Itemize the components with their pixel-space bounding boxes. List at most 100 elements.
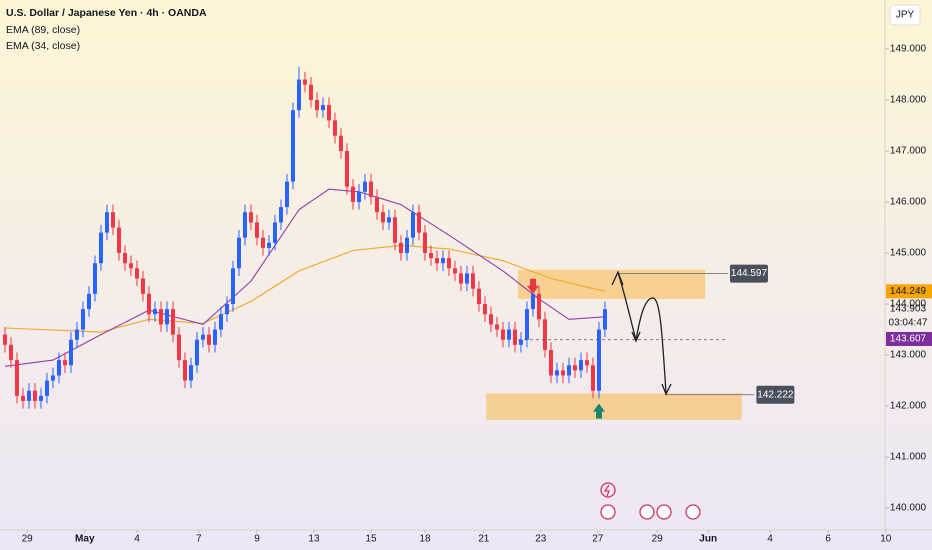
candle-body: [590, 365, 595, 391]
candle-body: [404, 237, 409, 254]
projection-arrowheads: [611, 270, 672, 396]
candle-body: [284, 181, 289, 208]
candle-body: [26, 390, 31, 401]
plot-area: 144.597 142.222: [2, 66, 932, 420]
event-icons: [600, 482, 701, 520]
currency-box[interactable]: [889, 4, 921, 26]
candle-body: [548, 349, 553, 376]
x-tick-label: 15: [365, 534, 377, 545]
candle-body: [50, 375, 55, 381]
candle-body: [554, 370, 559, 376]
candle-body: [200, 334, 205, 340]
ema-line: [4, 188, 606, 367]
candle-body: [170, 309, 175, 335]
x-tick-label: May: [75, 534, 95, 545]
candle-body: [14, 360, 19, 396]
candle-body: [494, 324, 499, 330]
candle-body: [308, 84, 313, 100]
candle-body: [518, 339, 523, 345]
candle-body: [254, 222, 259, 238]
candle-body: [194, 339, 199, 366]
candle-body: [470, 273, 475, 289]
level-label: 144.597: [731, 268, 768, 279]
candle-body: [602, 309, 607, 330]
candle-body: [560, 370, 565, 376]
candle-body: [62, 360, 67, 366]
candle-body: [290, 110, 295, 182]
candle-body: [242, 212, 247, 238]
candle-body: [536, 293, 541, 320]
candle-body: [422, 232, 427, 254]
candle-body: [158, 309, 163, 325]
candle-body: [596, 329, 601, 391]
candle-body: [110, 212, 115, 228]
candle-body: [38, 395, 43, 401]
x-tick-label: 29: [652, 534, 664, 545]
candle-body: [320, 105, 325, 111]
candle-body: [68, 339, 73, 366]
candle-body: [44, 380, 49, 396]
x-tick-label: 13: [308, 534, 320, 545]
candle-body: [476, 288, 481, 305]
x-tick-label: 18: [419, 534, 431, 545]
price-tag-label: 144.249: [890, 286, 927, 297]
candle-body: [224, 304, 229, 315]
candle-body: [32, 390, 37, 401]
candle-body: [446, 258, 451, 269]
candle-body: [56, 360, 61, 376]
level-label-box: [729, 264, 768, 283]
candle-body: [266, 242, 271, 248]
candle-body: [530, 293, 535, 310]
candle-body: [116, 227, 121, 254]
candle-body: [416, 212, 421, 233]
price-tag-label: 143.903: [890, 304, 927, 315]
candle-body: [344, 150, 349, 187]
candle-body: [314, 99, 319, 111]
candle-body: [212, 329, 217, 345]
candle-body: [128, 263, 133, 269]
y-tick-label: 144.000: [890, 299, 927, 310]
countdown: 03:04:47: [889, 318, 928, 329]
indicator-label: EMA (89, close): [6, 24, 80, 36]
candle-body: [326, 105, 331, 121]
x-tick-label: 4: [767, 534, 773, 545]
x-tick-label: 4: [134, 534, 140, 545]
candle-body: [218, 314, 223, 330]
candle-body: [230, 268, 235, 305]
price-tag: [886, 331, 932, 346]
x-tick-label: 6: [825, 534, 831, 545]
candle-body: [74, 329, 79, 340]
candle-body: [512, 329, 517, 345]
y-tick-label: 147.000: [890, 146, 927, 157]
candle-body: [302, 79, 307, 85]
y-tick-label: 146.000: [890, 197, 927, 208]
candle-body: [86, 293, 91, 310]
candle-body: [488, 314, 493, 325]
x-tick-label: 23: [535, 534, 547, 545]
candle-body: [572, 365, 577, 371]
level-label-box: [756, 385, 795, 404]
candle-body: [20, 395, 25, 401]
candle-body: [332, 120, 337, 136]
candle-body: [398, 242, 403, 254]
x-tick-label: 7: [196, 534, 202, 545]
candle-body: [104, 212, 109, 233]
y-tick-label: 140.000: [890, 503, 927, 514]
zone: [486, 393, 742, 420]
x-tick-label: 29: [22, 534, 34, 545]
candle-body: [272, 222, 277, 243]
signal-arrow: [526, 278, 539, 294]
candle-body: [98, 232, 103, 264]
indicator-label: EMA (34, close): [6, 40, 80, 52]
candle-body: [452, 268, 457, 274]
candle-body: [278, 207, 283, 223]
x-tick-label: 10: [880, 534, 892, 545]
candle-body: [578, 360, 583, 371]
candle-body: [182, 360, 187, 381]
candle-body: [410, 212, 415, 238]
candle-body: [122, 253, 127, 264]
candle-body: [386, 217, 391, 223]
candle-body: [92, 263, 97, 294]
candle-body: [152, 309, 157, 315]
